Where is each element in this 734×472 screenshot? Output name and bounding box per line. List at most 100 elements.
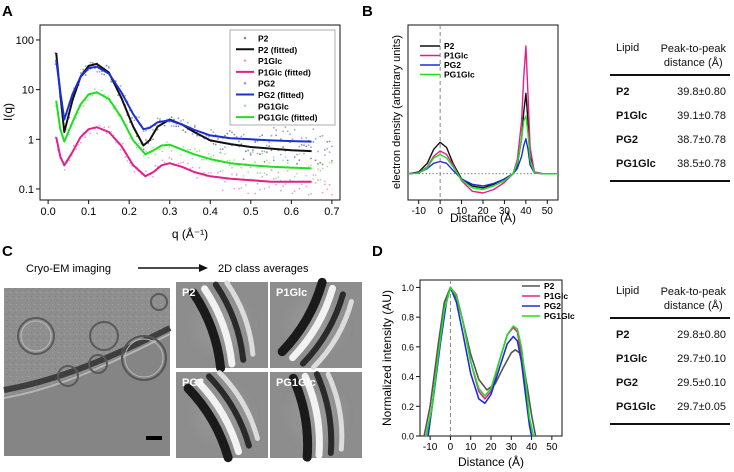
table-d-lipid-p1glc: P1Glc: [616, 353, 648, 365]
table-d-header: Lipid Peak-to-peak distance (Å): [610, 285, 730, 317]
panel-a-point-p2-70: [217, 138, 219, 140]
panel-a-point-pg2-118: [328, 151, 331, 154]
panel-a-point-pg2-104: [296, 153, 298, 156]
panel-a-point-p1glc-77: [233, 187, 236, 190]
panel-a-point-pg2-38: [142, 130, 145, 133]
panel-a-xtick-label-2: 0.2: [122, 206, 137, 218]
table-b-rule-bottom: [610, 180, 730, 182]
panel-a-point-pg1glc-99: [284, 156, 287, 159]
panel-a-point-p2-107: [303, 144, 305, 147]
class-average-light-band-pg2: [195, 378, 243, 456]
panel-a-point-pg2-106: [300, 137, 303, 140]
panel-a-point-pg2-90: [263, 150, 266, 153]
panel-a-point-p1glc-106: [300, 183, 303, 186]
panel-a-point-pg2-19: [98, 70, 101, 73]
panel-a-point-p2-74: [226, 132, 229, 135]
panel-a-point-pg2-54: [180, 120, 182, 122]
panel-a-point-pg1glc-43: [154, 153, 157, 156]
panel-a-point-p1glc-49: [168, 156, 171, 159]
panel-d-legend-label-1: P1Glc: [544, 291, 568, 301]
panel-a-point-p2-79: [238, 140, 240, 143]
panel-a-point-pg1glc-68: [212, 154, 215, 157]
panel-a-point-pg2-83: [247, 149, 250, 152]
panel-a-point-pg2-66: [207, 135, 210, 138]
panel-a-point-p1glc-46: [161, 159, 164, 162]
panel-a-point-p1glc-117: [326, 188, 329, 191]
panel-a-point-p1glc-97: [279, 189, 282, 192]
panel-a-point-p2-56: [184, 131, 187, 133]
panel-a-line-pg2-fitted: [55, 59, 312, 143]
panel-a-point-pg1glc-88: [259, 172, 261, 175]
panel-a-point-p2-77: [233, 133, 236, 136]
panel-a-point-p2-115: [321, 163, 324, 166]
panel-a-point-p2-111: [312, 141, 315, 143]
panel-a-point-pg1glc-66: [207, 152, 210, 155]
panel-a-point-pg1glc-60: [193, 148, 196, 150]
panel-a-point-pg2-119: [331, 145, 333, 148]
panel-a-point-pg1glc-83: [247, 171, 250, 174]
panel-a-point-pg2-110: [310, 146, 312, 149]
class-average-light-band2-p1glc: [310, 299, 354, 370]
panel-a-point-p1glc-24: [110, 131, 113, 133]
panel-a-point-pg1glc-94: [272, 156, 275, 159]
panel-a-point-pg2-100: [286, 130, 289, 133]
panel-a-point-pg2-71: [219, 148, 222, 151]
panel-a-point-pg2-44: [156, 117, 159, 120]
panel-a-point-pg1glc-38: [142, 155, 145, 157]
panel-a-point-p1glc-15: [89, 132, 92, 135]
panel-a-point-p1glc-28: [119, 149, 122, 151]
panel-a-point-p1glc-119: [331, 193, 333, 196]
panel-a-legend-label-2: P1Glc: [258, 56, 282, 66]
panel-a-point-p2-75: [228, 130, 231, 132]
panel-a-point-pg2-92: [268, 141, 271, 144]
panel-a-point-p1glc-47: [163, 161, 166, 164]
panel-a-point-pg2-36: [138, 116, 140, 119]
panel-a-point-pg1glc-104: [296, 172, 298, 175]
panel-a-point-pg2-102: [291, 138, 294, 141]
panel-a-point-p2-21: [103, 73, 106, 76]
panel-d-ylabel: Normalized intensity (AU): [380, 290, 394, 426]
panel-a-point-p1glc-87: [256, 182, 259, 185]
panel-d-xlabel: Distance (Å): [458, 454, 524, 469]
panel-d-xtick-label-2: 10: [465, 442, 477, 453]
panel-a-point-p2-94: [272, 159, 275, 162]
panel-d-xtick-label-3: 20: [485, 442, 497, 453]
panel-d-ytick-label-3: 0.6: [401, 342, 414, 352]
panel-a-point-p1glc-10: [77, 143, 80, 146]
panel-a-ytick-label-1: 10: [22, 85, 34, 97]
panel-a-point-p1glc-101: [289, 178, 291, 181]
panel-a-point-p1glc-62: [198, 166, 201, 169]
panel-a-ytick-label-0: 100: [16, 35, 34, 47]
panel-b-line-pg1glc: [407, 115, 558, 191]
table-b-lipid-pg1glc: PG1Glc: [616, 158, 656, 170]
panel-a-point-pg2-67: [210, 128, 213, 131]
panel-a-point-p2-119: [331, 160, 333, 162]
panel-d-xtick-label-1: 0: [448, 442, 454, 453]
panel-letter-a: A: [2, 3, 13, 20]
panel-a-point-p1glc-105: [298, 187, 301, 190]
panel-a-point-pg2-89: [261, 150, 264, 153]
panel-a-point-pg1glc-87: [256, 171, 259, 174]
scale-bar: [146, 436, 162, 440]
panel-a-point-p2-51: [173, 118, 175, 121]
panel-b-x-ticks: -10 0 10 20 30 40 50: [411, 200, 553, 217]
panel-a-xtick-label-7: 0.7: [324, 206, 339, 218]
panel-a-point-p1glc-19: [98, 124, 101, 127]
panel-b-legend-label-0: P2: [444, 41, 455, 51]
panel-a-point-p2-117: [326, 141, 329, 143]
panel-b-xtick-label-4: 30: [499, 206, 511, 217]
panel-a-point-pg2-55: [182, 119, 185, 121]
panel-a-point-pg1glc-20: [101, 89, 103, 92]
panel-a-point-pg2-13: [84, 65, 87, 67]
panel-a-point-pg2-109: [307, 144, 310, 147]
panel-a-point-pg1glc-98: [282, 159, 284, 162]
class-average-light-band-p2: [201, 285, 236, 368]
panel-a-point-p1glc-75: [228, 164, 231, 167]
panel-a-point-pg1glc-91: [265, 159, 268, 162]
panel-d-x-ticks: -10 0 10 20 30 40 50: [423, 436, 558, 453]
class-average-bands-p1glc: [277, 277, 354, 370]
table-d-row-p2: P2 29.8±0.80: [610, 323, 730, 347]
panel-a-point-pg2-87: [256, 152, 259, 155]
class-average-label-p2: P2: [182, 287, 195, 299]
panel-a-xtick-label-1: 0.1: [81, 206, 96, 218]
